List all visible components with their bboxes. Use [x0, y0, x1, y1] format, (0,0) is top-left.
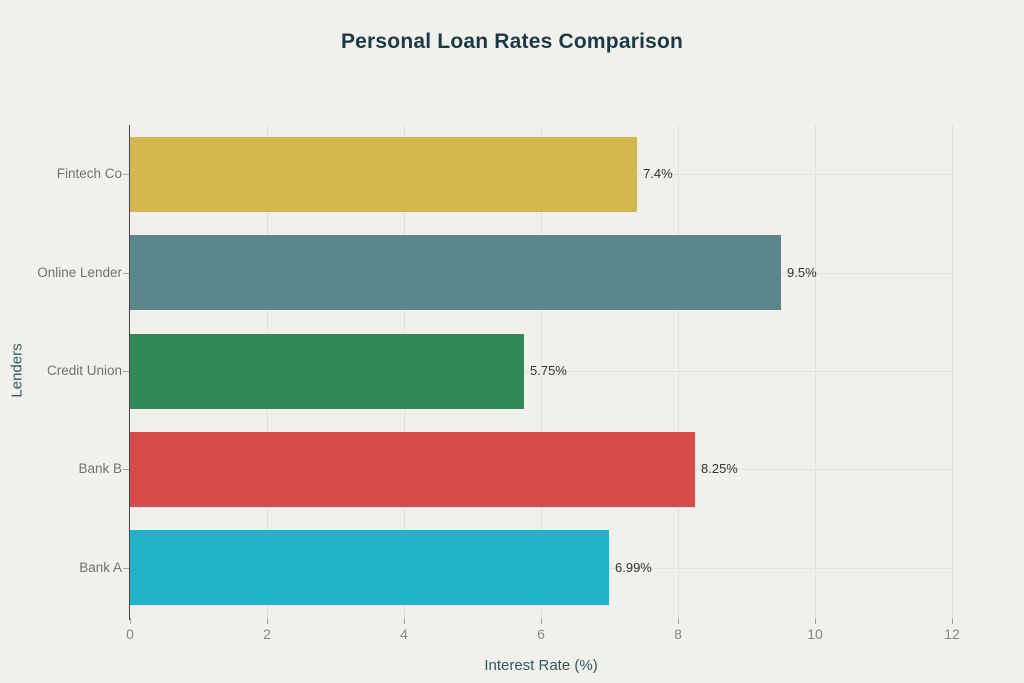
x-tick-label: 12 — [944, 626, 960, 642]
x-tick-mark — [130, 618, 131, 624]
bar-bank-a[interactable] — [130, 530, 609, 605]
x-tick-mark — [678, 618, 679, 624]
x-tick-label: 4 — [400, 626, 408, 642]
vertical-gridline — [952, 125, 953, 617]
x-tick-mark — [404, 618, 405, 624]
x-tick-mark — [267, 618, 268, 624]
x-tick-mark — [541, 618, 542, 624]
bar-bank-b[interactable] — [130, 432, 695, 507]
y-tick-mark — [123, 469, 129, 470]
bar-fintech-co[interactable] — [130, 137, 637, 212]
bar-credit-union[interactable] — [130, 334, 524, 409]
y-category-label: Bank A — [79, 560, 122, 575]
x-tick-label: 2 — [263, 626, 271, 642]
y-category-label: Fintech Co — [56, 166, 122, 181]
y-tick-mark — [123, 371, 129, 372]
horizontal-gridline — [130, 371, 952, 372]
y-axis-line — [129, 125, 130, 620]
bar-value-label: 6.99% — [615, 560, 652, 575]
y-tick-mark — [123, 174, 129, 175]
x-axis-title: Interest Rate (%) — [484, 657, 598, 674]
plot-area: 7.4% 9.5% 5.75% 8.25% 6.99% — [130, 125, 953, 617]
y-category-label: Credit Union — [46, 363, 122, 378]
bar-value-label: 5.75% — [530, 363, 567, 378]
y-category-label: Online Lender — [37, 265, 122, 280]
x-tick-mark — [952, 618, 953, 624]
x-tick-label: 0 — [126, 626, 134, 642]
x-tick-mark — [815, 618, 816, 624]
bar-online-lender[interactable] — [130, 235, 781, 310]
y-category-label: Bank B — [78, 461, 122, 476]
x-tick-label: 8 — [674, 626, 682, 642]
y-tick-mark — [123, 568, 129, 569]
x-tick-label: 6 — [537, 626, 545, 642]
x-tick-label: 10 — [807, 626, 823, 642]
bar-value-label: 9.5% — [787, 265, 817, 280]
bar-value-label: 8.25% — [701, 461, 738, 476]
bar-value-label: 7.4% — [643, 166, 673, 181]
y-tick-mark — [123, 273, 129, 274]
chart-title: Personal Loan Rates Comparison — [340, 30, 684, 53]
